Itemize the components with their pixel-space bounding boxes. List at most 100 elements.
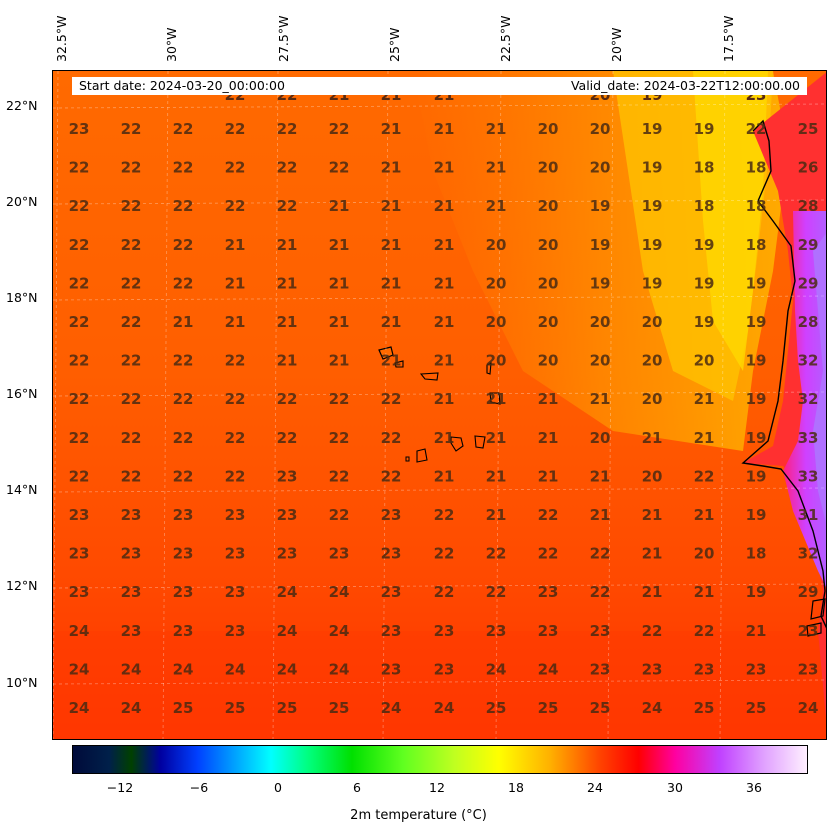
- temperature-value: 23: [381, 622, 402, 640]
- valid-date-label: Valid_date: 2024-03-22T12:00:00.00: [570, 78, 800, 93]
- temperature-value: 22: [329, 467, 350, 485]
- island-santiago: [474, 435, 486, 449]
- island-santo-antao: [378, 346, 394, 360]
- lon-label-32-5w: 32.5°W: [54, 15, 69, 62]
- temperature-value: 22: [173, 197, 194, 215]
- temperature-value: 24: [642, 699, 663, 717]
- temperature-value: 21: [434, 467, 455, 485]
- temperature-value: 23: [694, 660, 715, 678]
- temperature-value: 23: [277, 545, 298, 563]
- temperature-value: 21: [486, 120, 507, 138]
- temperature-value: 21: [746, 622, 767, 640]
- temperature-value: 24: [538, 660, 559, 678]
- temperature-value: 22: [121, 352, 142, 370]
- temperature-value: 32: [798, 545, 819, 563]
- temperature-value: 21: [642, 583, 663, 601]
- temperature-value: 22: [121, 313, 142, 331]
- temperature-value: 21: [434, 159, 455, 177]
- temperature-value: 21: [538, 429, 559, 447]
- temperature-value: 20: [590, 352, 611, 370]
- temperature-value: 19: [694, 313, 715, 331]
- temperature-value: 21: [381, 197, 402, 215]
- temperature-value: 33: [798, 467, 819, 485]
- temperature-value: 22: [173, 274, 194, 292]
- lon-label-17-5w: 17.5°W: [721, 15, 736, 62]
- temperature-value: 21: [694, 583, 715, 601]
- temperature-value: 23: [173, 583, 194, 601]
- temperature-value: 23: [329, 545, 350, 563]
- temperature-value: 25: [694, 699, 715, 717]
- temperature-value: 23: [121, 506, 142, 524]
- temperature-value: 22: [538, 545, 559, 563]
- colorbar-tick: 24: [587, 780, 603, 795]
- temperature-value: 21: [173, 313, 194, 331]
- temperature-value: 22: [381, 429, 402, 447]
- temperature-value: 24: [329, 583, 350, 601]
- colorbar-tick: 0: [274, 780, 282, 795]
- temperature-value: 20: [486, 236, 507, 254]
- temperature-value: 23: [486, 622, 507, 640]
- temperature-value: 21: [642, 506, 663, 524]
- lat-label-22n: 22°N: [6, 98, 38, 113]
- temperature-value: 21: [486, 159, 507, 177]
- temperature-value: 24: [225, 660, 246, 678]
- colorbar-gradient: [72, 745, 808, 774]
- temperature-value: 22: [173, 352, 194, 370]
- temperature-value: 22: [225, 390, 246, 408]
- temperature-value: 23: [590, 622, 611, 640]
- temperature-value: 19: [746, 352, 767, 370]
- temperature-value: 32: [798, 352, 819, 370]
- temperature-value: 21: [329, 236, 350, 254]
- temperature-value: 24: [277, 583, 298, 601]
- island-sao-vicente: [394, 360, 404, 368]
- temperature-value: 22: [69, 467, 90, 485]
- temperature-value: 20: [486, 352, 507, 370]
- temperature-value: 23: [225, 622, 246, 640]
- temperature-value: 23: [277, 506, 298, 524]
- temperature-value: 20: [590, 159, 611, 177]
- temperature-value: 22: [121, 120, 142, 138]
- temperature-value: 23: [590, 660, 611, 678]
- temperature-value: 24: [277, 622, 298, 640]
- temperature-value: 20: [642, 313, 663, 331]
- temperature-value: 23: [538, 622, 559, 640]
- temperature-value: 22: [538, 506, 559, 524]
- temperature-value: 23: [798, 660, 819, 678]
- temperature-value: 21: [381, 120, 402, 138]
- temperature-value: 23: [381, 545, 402, 563]
- temperature-value: 22: [121, 159, 142, 177]
- temperature-value: 22: [225, 120, 246, 138]
- temperature-value: 23: [69, 583, 90, 601]
- island-south-2: [806, 622, 822, 637]
- temperature-value: 22: [69, 274, 90, 292]
- colorbar-tick: 30: [667, 780, 683, 795]
- temperature-value: 22: [277, 429, 298, 447]
- temperature-value: 23: [277, 467, 298, 485]
- temperature-value: 22: [69, 159, 90, 177]
- temperature-value: 21: [434, 352, 455, 370]
- temperature-value: 19: [590, 274, 611, 292]
- temperature-value: 23: [121, 622, 142, 640]
- temperature-value: 22: [69, 352, 90, 370]
- temperature-value: 23: [381, 583, 402, 601]
- temperature-value: 24: [69, 699, 90, 717]
- temperature-value: 22: [434, 583, 455, 601]
- temperature-value: 23: [381, 506, 402, 524]
- temperature-value: 22: [121, 236, 142, 254]
- island-maio: [450, 436, 464, 452]
- temperature-value: 19: [642, 159, 663, 177]
- temperature-value: 22: [277, 197, 298, 215]
- temperature-value: 18: [746, 545, 767, 563]
- temperature-value: 23: [225, 583, 246, 601]
- temperature-value: 23: [121, 583, 142, 601]
- temperature-value: 21: [694, 429, 715, 447]
- temperature-value: 19: [642, 197, 663, 215]
- temperature-value: 22: [121, 197, 142, 215]
- temperature-value: 22: [225, 467, 246, 485]
- temperature-value: 21: [538, 390, 559, 408]
- temperature-value-grid: 22 22 21 21 21 20 19 23 23 22 22 22 22 22 21 21 21 20 20 19…: [69, 86, 819, 717]
- colorbar-tick: 12: [429, 780, 445, 795]
- temperature-value: 20: [590, 313, 611, 331]
- temperature-value: 23: [69, 545, 90, 563]
- temperature-value: 19: [590, 236, 611, 254]
